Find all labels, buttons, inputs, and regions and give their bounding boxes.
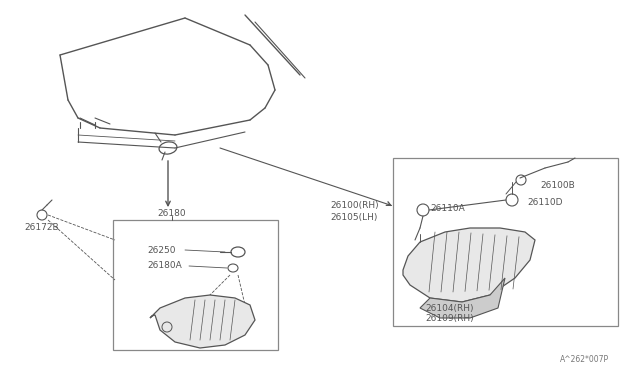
Text: 26100B: 26100B: [540, 180, 575, 189]
Text: 26100(RH): 26100(RH): [330, 201, 379, 209]
Text: 26250: 26250: [147, 246, 175, 254]
Text: 26104(RH): 26104(RH): [426, 304, 474, 312]
Polygon shape: [403, 228, 535, 302]
Polygon shape: [150, 295, 255, 348]
Polygon shape: [420, 278, 505, 318]
Text: 26105(LH): 26105(LH): [330, 212, 378, 221]
Bar: [113, 220, 278, 350]
Text: 26180A: 26180A: [147, 262, 182, 270]
Text: 26110D: 26110D: [527, 198, 563, 206]
Text: A^262*007P: A^262*007P: [560, 356, 609, 365]
Text: 26110A: 26110A: [430, 203, 465, 212]
Text: 26172B: 26172B: [24, 222, 59, 231]
Text: 26180: 26180: [157, 208, 186, 218]
Text: 26109(RH): 26109(RH): [426, 314, 474, 324]
Bar: [393, 158, 618, 326]
